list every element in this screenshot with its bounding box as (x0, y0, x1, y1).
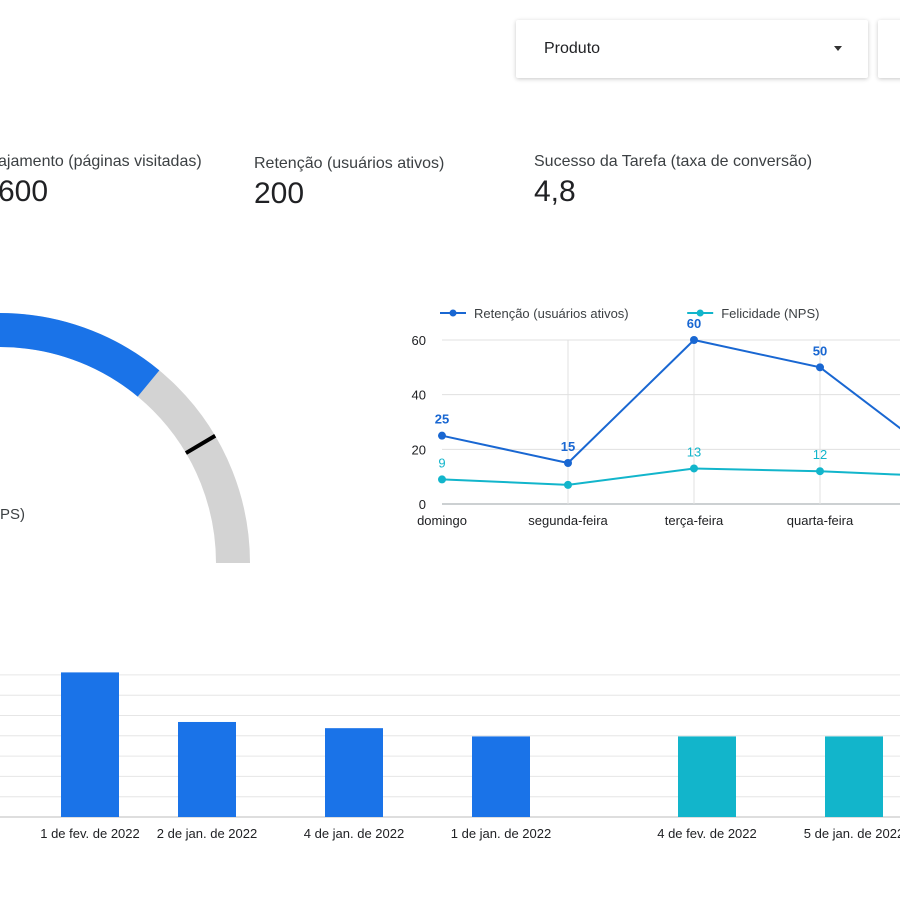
bar-category-label: 5 de jan. de 2022 (804, 826, 900, 841)
y-tick-label: 60 (412, 333, 426, 348)
data-label: 60 (687, 316, 701, 331)
x-tick-label: terça-feira (665, 513, 724, 528)
gauge-fill (0, 313, 160, 397)
scorecard-retention: Retenção (usuários ativos) 200 (254, 155, 444, 211)
bar-category-label: 1 de jan. de 2022 (451, 826, 551, 841)
gauge-chart (0, 313, 250, 564)
scorecard-task-success-label: Sucesso da Tarefa (taxa de conversão) (534, 153, 813, 170)
x-tick-label: segunda-feira (528, 513, 608, 528)
scorecard-engagement: ajamento (páginas visitadas) 600 (0, 153, 202, 209)
bar[interactable] (472, 736, 530, 817)
line-chart: Retenção (usuários ativos) Felicidade (NP… (412, 306, 900, 528)
bar-category-label: 4 de jan. de 2022 (304, 826, 404, 841)
bar[interactable] (678, 736, 736, 817)
data-label: 9 (438, 455, 445, 470)
gauge-track (0, 313, 250, 564)
series-line-0 (441, 338, 900, 465)
product-filter-label: Produto (544, 40, 601, 57)
x-tick-label: quarta-feira (787, 513, 854, 528)
legend-label-0: Retenção (usuários ativos) (474, 306, 629, 321)
scorecard-engagement-value: 600 (0, 175, 49, 208)
data-label: 15 (561, 439, 575, 454)
gauge-label: PS) (0, 506, 26, 523)
bar-category-label: 2 de jan. de 2022 (157, 826, 257, 841)
legend-dot-1 (696, 309, 704, 317)
data-point[interactable] (438, 475, 446, 484)
data-point[interactable] (816, 467, 824, 476)
y-tick-label: 40 (412, 388, 426, 403)
data-point[interactable] (690, 464, 698, 473)
scorecard-task-success-value: 4,8 (534, 175, 576, 208)
scorecard-retention-label: Retenção (usuários ativos) (254, 155, 445, 172)
bar-category-label: 1 de fev. de 2022 (40, 826, 140, 841)
bar[interactable] (825, 736, 883, 817)
series-line-1 (441, 467, 900, 486)
gauge-target-marker (184, 434, 217, 455)
data-point[interactable] (690, 336, 698, 344)
bar[interactable] (325, 728, 383, 817)
data-label: 13 (687, 444, 701, 459)
bar-category-label: 4 de fev. de 2022 (657, 826, 757, 841)
legend-label-1: Felicidade (NPS) (721, 306, 819, 321)
y-tick-label: 20 (412, 442, 426, 457)
bar[interactable] (178, 721, 236, 817)
scorecard-task-success: Sucesso da Tarefa (taxa de conversão) 4,… (534, 153, 812, 209)
secondary-filter-dropdown[interactable] (878, 20, 900, 78)
legend-dot-0 (449, 309, 457, 317)
data-point[interactable] (564, 480, 572, 489)
x-tick-label: domingo (417, 513, 467, 528)
bar[interactable] (61, 672, 119, 817)
product-filter-dropdown[interactable]: Produto (516, 20, 868, 78)
data-label: 25 (435, 412, 449, 427)
scorecard-retention-value: 200 (254, 177, 305, 210)
bar-chart: 1 de fev. de 2022 2 de jan. de 2022 4 de j… (0, 672, 900, 841)
y-tick-label: 0 (419, 497, 426, 512)
data-label: 12 (813, 447, 827, 462)
data-point[interactable] (438, 431, 446, 440)
data-point[interactable] (816, 363, 824, 372)
data-label: 50 (813, 343, 827, 358)
scorecard-engagement-label: ajamento (páginas visitadas) (0, 153, 202, 170)
data-point[interactable] (564, 459, 572, 467)
chevron-down-icon (834, 46, 842, 51)
